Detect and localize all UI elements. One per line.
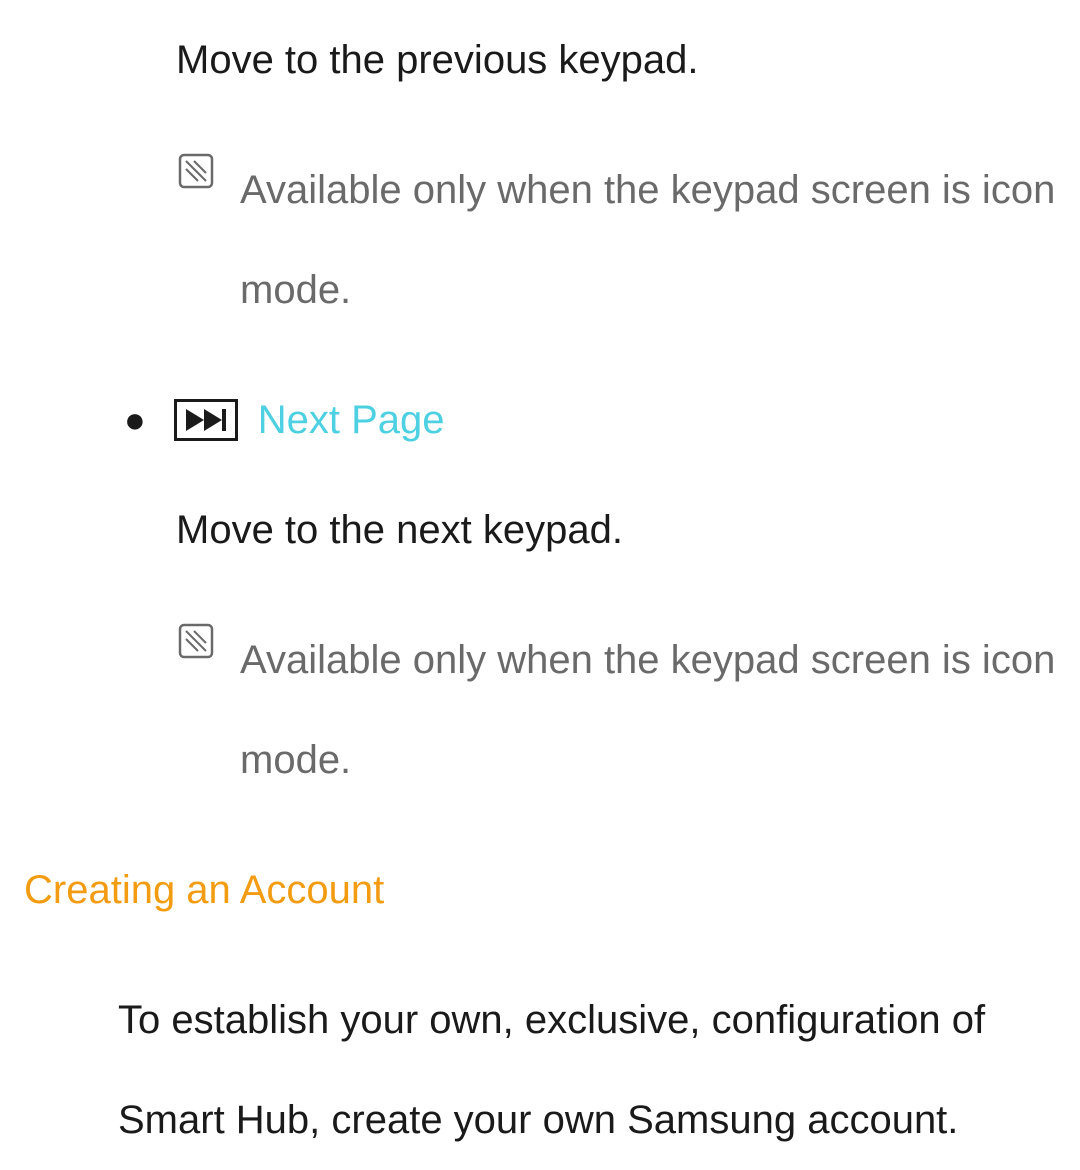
note-block-2: Available only when the keypad screen is… [176, 610, 1056, 810]
note-text-2: Available only when the keypad screen is… [240, 610, 1056, 810]
note-icon [176, 148, 216, 188]
body-paragraph: To establish your own, exclusive, config… [118, 970, 1056, 1170]
fast-forward-icon [174, 399, 238, 441]
bullet-row-next-page: ● Next Page [124, 390, 1056, 450]
note-block-1: Available only when the keypad screen is… [176, 140, 1056, 340]
next-page-link[interactable]: Next Page [258, 390, 445, 450]
note-icon [176, 618, 216, 658]
bullet-dot-icon: ● [124, 393, 146, 447]
instruction-text-prev: Move to the previous keypad. [176, 30, 1056, 90]
instruction-text-next: Move to the next keypad. [176, 500, 1056, 560]
note-text-1: Available only when the keypad screen is… [240, 140, 1056, 340]
section-heading: Creating an Account [24, 860, 1056, 920]
